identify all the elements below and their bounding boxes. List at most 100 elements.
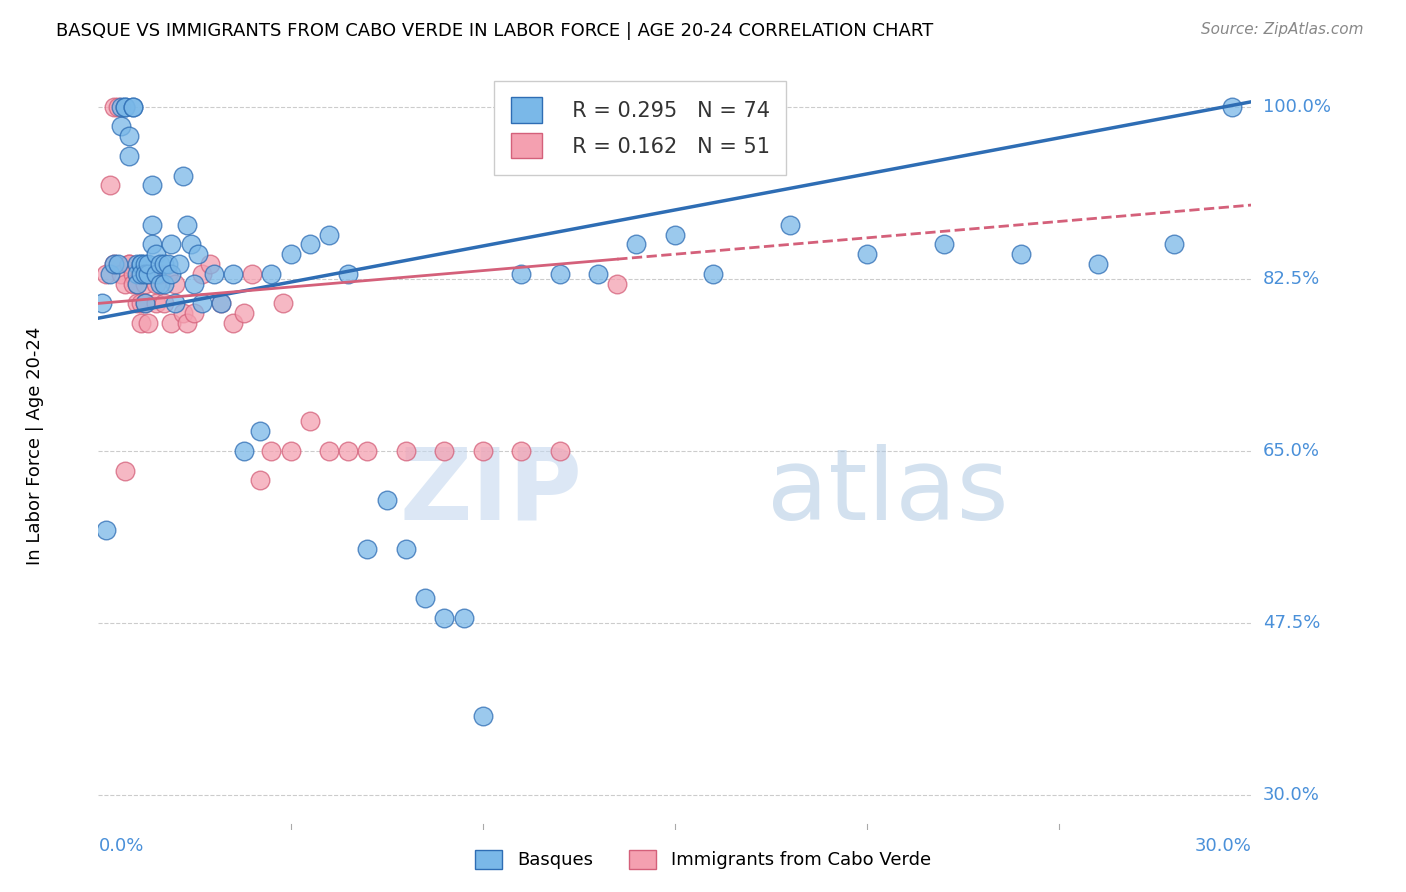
Point	[114, 100, 136, 114]
Point	[209, 296, 232, 310]
Point	[856, 247, 879, 261]
Point	[167, 257, 190, 271]
Point	[233, 306, 256, 320]
Point	[172, 306, 194, 320]
Text: 0.0%: 0.0%	[98, 838, 143, 855]
Point	[209, 296, 232, 310]
Point	[191, 296, 214, 310]
Point	[433, 611, 456, 625]
Point	[118, 129, 141, 144]
Point	[202, 267, 225, 281]
Point	[606, 277, 628, 291]
Point	[298, 414, 321, 428]
Point	[356, 444, 378, 458]
Point	[118, 257, 141, 271]
Point	[1220, 100, 1243, 114]
Point	[110, 267, 132, 281]
Point	[176, 218, 198, 232]
Point	[280, 444, 302, 458]
Point	[122, 100, 145, 114]
Point	[183, 306, 205, 320]
Point	[318, 444, 340, 458]
Text: 100.0%: 100.0%	[1263, 98, 1331, 116]
Point	[240, 267, 263, 281]
Point	[471, 444, 494, 458]
Point	[122, 100, 145, 114]
Point	[337, 444, 360, 458]
Point	[779, 218, 801, 232]
Point	[125, 296, 148, 310]
Point	[160, 237, 183, 252]
Point	[191, 267, 214, 281]
Point	[129, 257, 152, 271]
Point	[280, 247, 302, 261]
Point	[249, 474, 271, 488]
Point	[129, 267, 152, 281]
Point	[165, 296, 187, 310]
Point	[125, 267, 148, 281]
Point	[138, 316, 160, 330]
Point	[233, 444, 256, 458]
Point	[152, 277, 174, 291]
Point	[172, 169, 194, 183]
Point	[94, 267, 117, 281]
Point	[586, 267, 609, 281]
Point	[548, 444, 571, 458]
Point	[222, 316, 245, 330]
Point	[122, 277, 145, 291]
Point	[183, 277, 205, 291]
Point	[160, 316, 183, 330]
Point	[145, 296, 167, 310]
Point	[114, 277, 136, 291]
Point	[318, 227, 340, 242]
Point	[125, 257, 148, 271]
Point	[198, 257, 221, 271]
Point	[103, 257, 125, 271]
Point	[180, 237, 202, 252]
Point	[129, 316, 152, 330]
Point	[471, 709, 494, 723]
Point	[152, 296, 174, 310]
Text: 82.5%: 82.5%	[1263, 269, 1320, 288]
Point	[118, 149, 141, 163]
Point	[138, 257, 160, 271]
Point	[129, 296, 152, 310]
Text: BASQUE VS IMMIGRANTS FROM CABO VERDE IN LABOR FORCE | AGE 20-24 CORRELATION CHAR: BASQUE VS IMMIGRANTS FROM CABO VERDE IN …	[56, 22, 934, 40]
Point	[114, 100, 136, 114]
Point	[548, 267, 571, 281]
Point	[375, 493, 398, 508]
Point	[94, 523, 117, 537]
Point	[134, 296, 156, 310]
Point	[125, 277, 148, 291]
Text: ZIP: ZIP	[399, 443, 582, 541]
Point	[122, 267, 145, 281]
Point	[1087, 257, 1109, 271]
Point	[453, 611, 475, 625]
Point	[134, 296, 156, 310]
Point	[145, 267, 167, 281]
Text: 65.0%: 65.0%	[1263, 442, 1320, 460]
Point	[260, 267, 283, 281]
Point	[91, 296, 114, 310]
Point	[413, 591, 436, 606]
Point	[107, 257, 129, 271]
Point	[138, 267, 160, 281]
Point	[260, 444, 283, 458]
Text: 47.5%: 47.5%	[1263, 614, 1320, 632]
Text: 30.0%: 30.0%	[1195, 838, 1251, 855]
Point	[145, 247, 167, 261]
Point	[125, 277, 148, 291]
Point	[149, 257, 172, 271]
Legend:   R = 0.295   N = 74,   R = 0.162   N = 51: R = 0.295 N = 74, R = 0.162 N = 51	[494, 80, 786, 175]
Point	[187, 247, 209, 261]
Point	[110, 100, 132, 114]
Point	[510, 267, 533, 281]
Point	[114, 464, 136, 478]
Point	[395, 542, 418, 557]
Point	[156, 267, 179, 281]
Point	[141, 218, 163, 232]
Point	[356, 542, 378, 557]
Point	[141, 267, 163, 281]
Point	[510, 444, 533, 458]
Point	[141, 237, 163, 252]
